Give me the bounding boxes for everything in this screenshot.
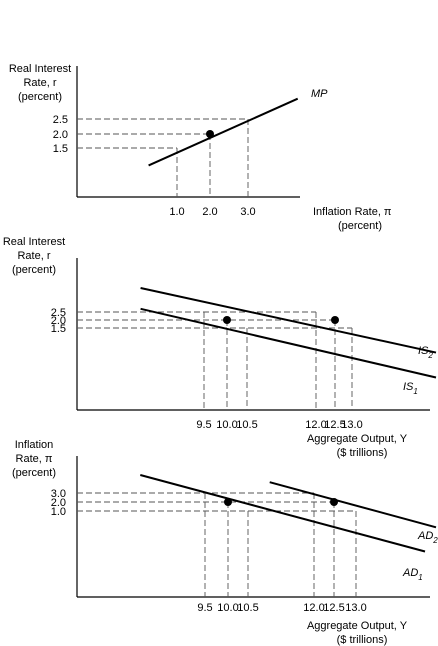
x-axis-label: Inflation Rate, π [313, 206, 392, 218]
curve-label-is1: IS1 [403, 381, 418, 396]
y-tick-label: 2.0 [53, 129, 68, 141]
y-axis-label: Inflation [15, 439, 54, 451]
x-tick-label: 13.0 [345, 602, 366, 614]
x-axis-label: Aggregate Output, Y [307, 620, 408, 632]
equilibrium-point [330, 498, 338, 506]
x-tick-label: 12.0 [305, 419, 326, 431]
curve-label-subscript: 1 [418, 573, 422, 582]
y-axis-label: Real Interest [3, 236, 65, 248]
x-tick-label: 2.0 [202, 206, 217, 218]
x-tick-label: 10.0 [217, 602, 238, 614]
curve-ad1 [140, 474, 426, 553]
y-axis-label: Rate, π [16, 453, 53, 465]
y-tick-label: 2.0 [51, 315, 66, 327]
y-tick-label: 2.0 [51, 497, 66, 509]
panel-2: IS2 IS1 2.52.01.5 9.5 10.010.5 12.012.513.0 Re… [3, 236, 437, 459]
curve-label-ad1: AD1 [402, 567, 423, 582]
curve-is1 [140, 307, 437, 379]
x-tick-label: 10.0 [216, 419, 237, 431]
y-tick-label: 2.5 [53, 114, 68, 126]
y-tick-label: 1.5 [53, 143, 68, 155]
x-tick-label: 10.5 [236, 419, 257, 431]
curve-ad2 [269, 481, 437, 529]
y-axis-label: (percent) [18, 91, 62, 103]
equilibrium-point [223, 316, 231, 324]
y-tick-label: 2.5 [51, 307, 66, 319]
curve-label-subscript: 2 [427, 351, 433, 360]
y-tick-label: 1.0 [51, 506, 66, 518]
panel-1: MP 2.5 2.0 1.5 1.0 2.0 3.0 Real Interest Rate, r… [9, 63, 392, 232]
y-axis-label: Rate, r [17, 250, 50, 262]
x-axis-label: ($ trillions) [337, 634, 388, 646]
equilibrium-point [206, 130, 214, 138]
x-tick-label: 3.0 [240, 206, 255, 218]
x-axis-label: ($ trillions) [337, 447, 388, 459]
y-axis-label: (percent) [12, 264, 56, 276]
panel-3: AD2 AD1 3.02.01.0 9.5 10.010.5 12.012.5 13.0 In… [12, 439, 438, 646]
x-tick-label: 10.5 [237, 602, 258, 614]
equilibrium-point [224, 498, 232, 506]
x-axis-label: (percent) [338, 220, 382, 232]
x-tick-label: 12.5 [323, 602, 344, 614]
y-axis-label: Real Interest [9, 63, 71, 75]
x-tick-label: 12.5 [324, 419, 345, 431]
curve-label-subscript: 2 [432, 536, 438, 545]
curve-label-ad2: AD2 [417, 530, 438, 545]
curve-label-is2: IS2 [418, 345, 433, 360]
x-axis-label: Aggregate Output, Y [307, 433, 408, 445]
curve-label-subscript: 1 [413, 387, 417, 396]
equilibrium-point [331, 316, 339, 324]
curve-label-mp: MP [311, 88, 328, 100]
x-tick-label: 9.5 [196, 419, 211, 431]
y-tick-label: 1.5 [51, 323, 66, 335]
y-axis-label: (percent) [12, 467, 56, 479]
y-tick-label: 3.0 [51, 488, 66, 500]
x-tick-label: 13.0 [341, 419, 362, 431]
curve-mp [148, 97, 299, 167]
x-tick-label: 12.0 [303, 602, 324, 614]
x-tick-label: 1.0 [169, 206, 184, 218]
y-axis-label: Rate, r [23, 77, 56, 89]
curve-is2 [140, 287, 437, 354]
x-tick-label: 9.5 [197, 602, 212, 614]
